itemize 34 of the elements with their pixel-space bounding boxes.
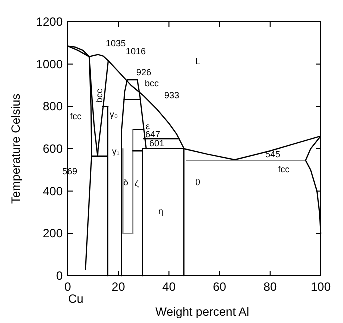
annotation: ζ [135,178,140,188]
y-tick-label: 200 [42,226,64,241]
y-tick-label: 400 [42,184,64,198]
y-tick-label: 1000 [36,57,64,72]
x-axis-title: Weight percent Al [156,305,250,319]
x-tick-label: 60 [213,280,227,294]
y-axis-title: Temperature Celsius [9,94,23,204]
annotation: 601 [149,138,165,148]
x-tick-label: 100 [310,280,332,294]
x-tick-label: 40 [162,280,176,294]
annotation: 933 [164,90,180,100]
y-tick-label: 0 [56,269,64,283]
annotation: η [158,206,164,216]
annotation: L [195,56,201,66]
y-tick-label: 1200 [36,15,64,29]
annotation: fcc [70,111,82,122]
annotation: bcc [144,78,160,88]
annotation: θ [195,177,201,188]
y-tick-label: 800 [42,100,64,114]
annotation: ε [146,121,150,132]
annotation: 1016 [126,46,146,56]
x-tick-label: 80 [264,280,278,294]
annotation: 1035 [106,38,126,48]
annotation: bcc [94,88,104,104]
annotation: δ [123,177,129,188]
annotation: 926 [136,67,152,78]
annotation: fcc [278,164,290,174]
annotation: 647 [145,129,161,140]
y-tick-label: 600 [42,142,64,156]
x-tick-label: 20 [112,280,126,294]
annotation: γ₀ [110,109,118,120]
x-tick-label: 0 [64,280,72,294]
annotation: γ₁ [112,146,120,156]
text: Cu [68,292,84,306]
